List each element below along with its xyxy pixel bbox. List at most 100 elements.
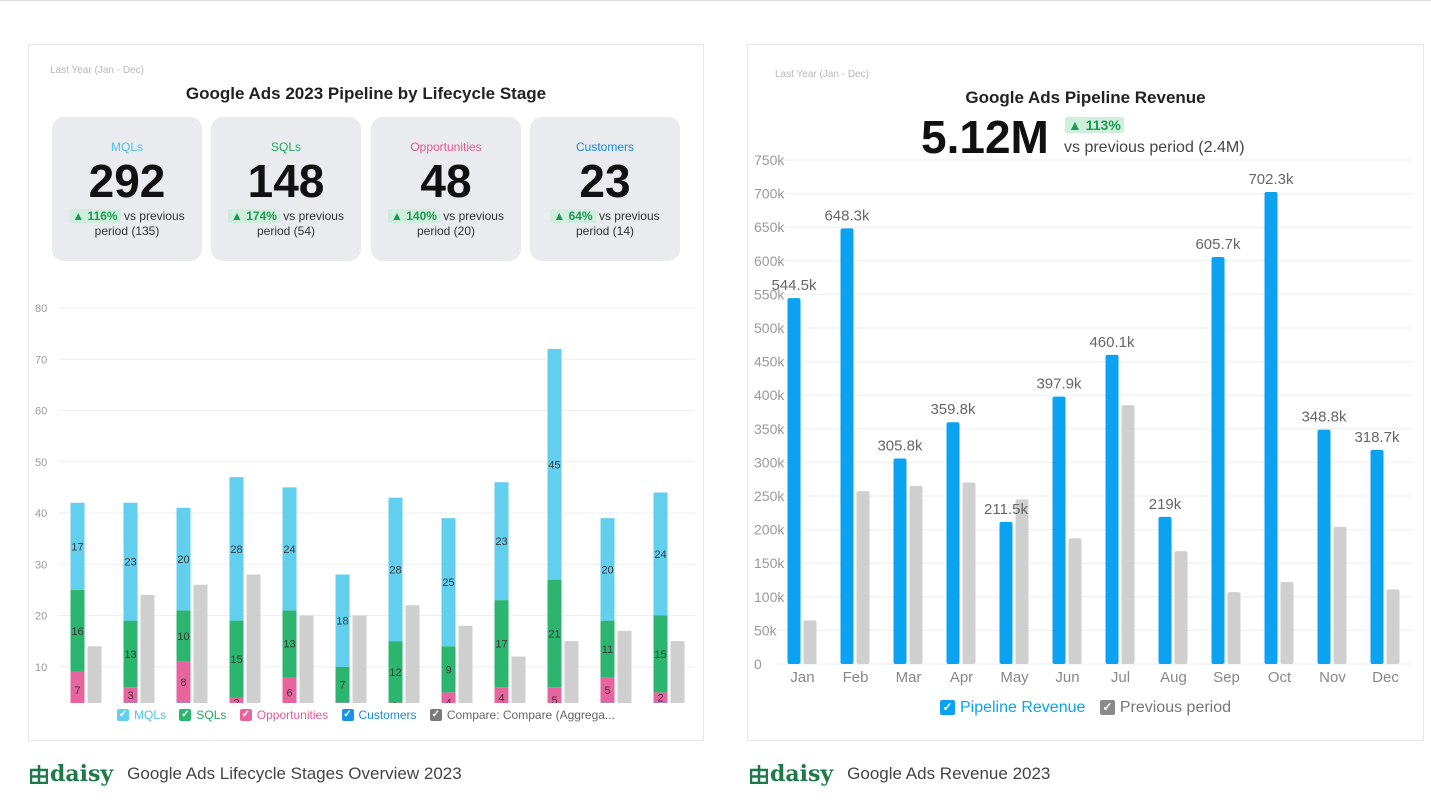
checkbox-icon: ✓ bbox=[341, 709, 354, 721]
y-tick-label: 350k bbox=[754, 421, 785, 437]
kpi-card-customers[interactable]: Customers 23 ▲ 64% vs previous period (1… bbox=[530, 117, 680, 261]
chart-legend: ✓ Pipeline Revenue ✓ Previous period bbox=[748, 698, 1423, 717]
revenue-bar bbox=[1317, 429, 1331, 664]
y-tick-label: 80 bbox=[35, 303, 47, 315]
x-tick-label: Jan bbox=[790, 669, 814, 686]
bar-segment-mqls bbox=[547, 349, 562, 580]
data-label: 5 bbox=[604, 685, 610, 697]
bar-segment-mqls bbox=[123, 502, 138, 621]
bar-segment-mqls bbox=[282, 487, 297, 611]
previous-period-bar bbox=[1386, 589, 1400, 664]
x-tick-label: Aug bbox=[1160, 669, 1187, 686]
data-label: 15 bbox=[654, 649, 666, 661]
legend-item-sqls[interactable]: ✓ SQLs bbox=[179, 708, 227, 722]
delta-badge: ▲ 174% bbox=[228, 209, 280, 223]
data-label: 359.8k bbox=[930, 401, 976, 418]
kpi-card-sqls[interactable]: SQLs 148 ▲ 174% vs previous period (54) bbox=[211, 117, 361, 261]
compare-bar bbox=[352, 615, 367, 703]
bar-segment-sqls bbox=[600, 620, 615, 677]
kpi-value: 148 bbox=[247, 155, 325, 207]
revenue-compare: vs previous period (2.4M) bbox=[1064, 139, 1245, 156]
data-label: 17 bbox=[71, 541, 83, 553]
data-label: 21 bbox=[548, 628, 560, 640]
data-label: 15 bbox=[230, 654, 242, 666]
x-tick-label: Jul bbox=[1111, 669, 1130, 686]
data-label: 219k bbox=[1149, 496, 1182, 513]
data-label: 397.9k bbox=[1036, 376, 1082, 393]
legend-item-opportunities[interactable]: ✓ Opportunities bbox=[239, 708, 329, 722]
data-label: 4 bbox=[445, 698, 451, 703]
revenue-delta: ▲ 113% bbox=[1065, 117, 1124, 133]
right-footer: daisy Google Ads Revenue 2023 bbox=[750, 760, 1050, 788]
y-tick-label: 700k bbox=[754, 186, 785, 202]
revenue-bar bbox=[1211, 256, 1225, 664]
data-label: 605.7k bbox=[1195, 236, 1241, 253]
bar-segment-sqls bbox=[653, 615, 668, 693]
data-label: 20 bbox=[601, 564, 613, 576]
chart-title: Google Ads Pipeline Revenue bbox=[965, 88, 1206, 107]
data-label: 7 bbox=[74, 685, 80, 697]
kpi-card-mqls[interactable]: MQLs 292 ▲ 116% vs previous period (135) bbox=[52, 117, 202, 261]
y-tick-label: 50 bbox=[35, 457, 47, 469]
bar-segment-sqls bbox=[123, 620, 138, 688]
daisy-logo: daisy bbox=[750, 761, 833, 787]
legend-item-mqls[interactable]: ✓ MQLs bbox=[117, 708, 167, 722]
kpi-label: SQLs bbox=[270, 140, 301, 154]
y-tick-label: 70 bbox=[35, 354, 47, 366]
y-tick-label: 10 bbox=[35, 662, 47, 674]
bar-segment-sqls bbox=[388, 641, 403, 703]
y-tick-label: 500k bbox=[754, 320, 785, 336]
footer-title: Google Ads Lifecycle Stages Overview 202… bbox=[127, 764, 462, 783]
data-label: 5 bbox=[551, 695, 557, 703]
legend-item-compare[interactable]: ✓ Compare: Compare (Aggrega... bbox=[429, 708, 615, 722]
data-label: 460.1k bbox=[1089, 334, 1135, 351]
legend-item-customers[interactable]: ✓ Customers bbox=[341, 708, 417, 722]
x-tick-label: Mar bbox=[896, 669, 922, 686]
data-label: 4 bbox=[498, 693, 504, 704]
kpi-card-opportunities[interactable]: Opportunities 48 ▲ 140% vs previous peri… bbox=[371, 117, 521, 261]
checkbox-icon: ✓ bbox=[179, 709, 192, 721]
data-label: 24 bbox=[654, 549, 666, 561]
chart-legend: ✓ MQLs ✓ SQLs ✓ Opportunities ✓ Customers ✓ C… bbox=[29, 706, 703, 722]
data-label: 648.3k bbox=[824, 207, 870, 224]
data-label: 13 bbox=[283, 639, 295, 651]
data-label: 9 bbox=[445, 664, 451, 676]
bar-segment-opportunities bbox=[176, 661, 191, 703]
data-label: 12 bbox=[389, 667, 401, 679]
compare-bar bbox=[299, 615, 314, 703]
kpi-delta: ▲ 140% vs previous period (20) bbox=[379, 209, 513, 239]
bar-segment-mqls bbox=[70, 502, 85, 590]
bar-segment-sqls bbox=[229, 620, 244, 698]
data-label: 318.7k bbox=[1354, 429, 1400, 446]
previous-period-bar bbox=[1280, 582, 1294, 664]
data-label: 17 bbox=[495, 639, 507, 651]
bar-segment-sqls bbox=[282, 610, 297, 677]
bar-segment-mqls bbox=[176, 507, 191, 611]
compare-bar bbox=[670, 641, 685, 703]
daisy-logo: daisy bbox=[30, 761, 113, 787]
data-label: 28 bbox=[230, 544, 242, 556]
bar-segment-opportunities bbox=[123, 687, 138, 703]
bar-segment-opportunities bbox=[600, 677, 615, 703]
y-tick-label: 300k bbox=[754, 454, 785, 470]
x-tick-label: Nov bbox=[1319, 669, 1346, 686]
kpi-compare: vs previous period (54) bbox=[256, 209, 344, 238]
previous-period-bar bbox=[962, 482, 976, 664]
kpi-delta: ▲ 116% vs previous period (135) bbox=[60, 209, 194, 239]
revenue-bar-chart: 0 50k 100k 150k 200k 250k 300k 350k 400k 450k 500k… bbox=[754, 152, 1412, 686]
checkbox-icon: ✓ bbox=[939, 700, 955, 715]
legend-item-pipeline-revenue[interactable]: ✓ Pipeline Revenue bbox=[939, 699, 1085, 717]
y-tick-label: 20 bbox=[35, 611, 47, 623]
bar-segment-opportunities bbox=[547, 687, 562, 703]
revenue-bar bbox=[946, 422, 960, 664]
bar-segment-mqls bbox=[441, 518, 456, 647]
stacked-bar-chart: 01020304050607080271617Jan331323Feb38102… bbox=[35, 303, 695, 704]
daisy-logo-icon bbox=[30, 765, 48, 784]
legend-item-previous-period[interactable]: ✓ Previous period bbox=[1099, 699, 1231, 717]
previous-period-bar bbox=[909, 485, 923, 664]
x-tick-label: Oct bbox=[1268, 669, 1292, 686]
previous-period-bar bbox=[1333, 526, 1347, 664]
kpi-label: MQLs bbox=[110, 140, 143, 154]
bar-segment-sqls bbox=[335, 666, 350, 703]
bar-segment-opportunities bbox=[282, 677, 297, 703]
